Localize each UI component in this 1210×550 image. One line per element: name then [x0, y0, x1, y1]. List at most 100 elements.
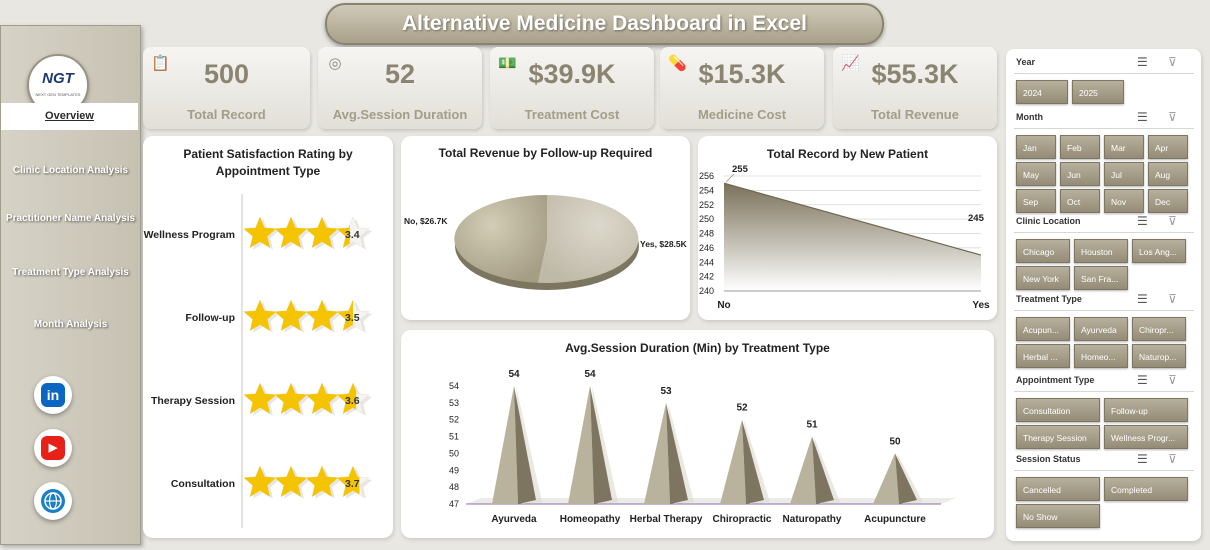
pyramid-left-face [873, 453, 899, 504]
star-filled [244, 466, 276, 497]
data-label: 54 [584, 369, 596, 380]
clear-filter-icon[interactable]: ⊽ [1168, 292, 1177, 306]
slicer-item[interactable]: Follow-up [1104, 398, 1188, 422]
y-tick-label: 53 [449, 398, 459, 408]
clear-filter-icon[interactable]: ⊽ [1168, 373, 1177, 387]
slicer-item[interactable]: San Fra... [1074, 266, 1128, 290]
linkedin-button[interactable]: in [34, 376, 72, 414]
slicer-item[interactable]: Los Ang... [1132, 239, 1186, 263]
slicer-item[interactable]: Jan [1016, 135, 1056, 159]
slicer-divider [1014, 391, 1194, 392]
x-tick-label: Herbal Therapy [630, 514, 703, 525]
y-tick-label: 246 [699, 243, 714, 253]
multi-select-icon[interactable]: ☰ [1137, 110, 1148, 124]
globe-icon [41, 489, 65, 513]
session-pyramid-chart: 47 48 49 50 51 52 53 54 54 Ayurveda 54 Homeopathy 53… [449, 369, 956, 525]
pyramid-right-face [812, 436, 834, 504]
multi-select-icon[interactable]: ☰ [1137, 452, 1148, 466]
nav-month-analysis[interactable]: Month Analysis [33, 319, 108, 330]
nav-treatment-type-analysis[interactable]: Treatment Type Analysis [12, 267, 129, 278]
pyramid-right-face [742, 419, 764, 504]
slicer-item[interactable]: Jul [1104, 162, 1144, 186]
y-tick-label: 250 [699, 214, 714, 224]
slicer-title: Year [1016, 57, 1036, 67]
slicer-item[interactable]: 2024 [1016, 80, 1068, 104]
slicer-item[interactable]: Wellness Progr... [1104, 425, 1188, 449]
slicer-item[interactable]: Jun [1060, 162, 1100, 186]
website-button[interactable] [34, 482, 72, 520]
y-tick-label: 242 [699, 272, 714, 282]
multi-select-icon[interactable]: ☰ [1137, 214, 1148, 228]
money-icon: 💵 [498, 55, 517, 72]
slicer-item[interactable]: Oct [1060, 189, 1100, 213]
multi-select-icon[interactable]: ☰ [1137, 292, 1148, 306]
y-tick-label: 48 [449, 482, 459, 492]
kpi-value: $15.3K [698, 59, 786, 89]
pyramid-left-face [790, 436, 816, 504]
nav-overview[interactable]: Overview [1, 103, 138, 130]
youtube-button[interactable]: ▶ [34, 429, 72, 467]
multi-select-icon[interactable]: ☰ [1137, 55, 1148, 69]
nav-practitioner-name-analysis[interactable]: Practitioner Name Analysis [5, 213, 136, 224]
slicer-item[interactable]: Acupun... [1016, 317, 1070, 341]
kpi-total-record: 📋 500 Total Record [143, 47, 310, 129]
x-tick-label: Ayurveda [491, 514, 537, 525]
linkedin-icon: in [41, 383, 65, 407]
category-label: Therapy Session [151, 395, 235, 407]
y-tick-label: 47 [449, 499, 459, 509]
session-chart-panel: Avg.Session Duration (Min) by Treatment … [401, 330, 994, 538]
slicer-item[interactable]: Ayurveda [1074, 317, 1128, 341]
kpi-label: Avg.Session Duration [332, 107, 468, 122]
slicer-item[interactable]: Sep [1016, 189, 1056, 213]
slicer-item[interactable]: Chiropr... [1132, 317, 1186, 341]
clear-filter-icon[interactable]: ⊽ [1168, 452, 1177, 466]
star-filled [306, 466, 338, 497]
star-filled [306, 300, 338, 331]
slicer-item[interactable]: 2025 [1072, 80, 1124, 104]
slicer-item[interactable]: Dec [1148, 189, 1188, 213]
slicer-item[interactable]: No Show [1016, 504, 1100, 528]
slicer-item[interactable]: Therapy Session [1016, 425, 1100, 449]
x-tick-label: No [717, 300, 730, 311]
slicer-divider [1014, 73, 1194, 74]
multi-select-icon[interactable]: ☰ [1137, 373, 1148, 387]
slicer-item[interactable]: Herbal ... [1016, 344, 1070, 368]
pyramid-left-face [568, 386, 594, 504]
slicer-item[interactable]: Aug [1148, 162, 1188, 186]
slicer-item[interactable]: May [1016, 162, 1056, 186]
slicer-item[interactable]: Chicago [1016, 239, 1070, 263]
slicer-item[interactable]: New York [1016, 266, 1070, 290]
pie-label-no: No, $26.7K [404, 216, 448, 226]
newpatient-area-chart: 240 242 244 246 248 250 252 254 256 255 245 No Yes [699, 164, 990, 311]
slicer-item[interactable]: Mar [1104, 135, 1144, 159]
clear-filter-icon[interactable]: ⊽ [1168, 55, 1177, 69]
slicer-title: Appointment Type [1016, 375, 1095, 385]
clear-filter-icon[interactable]: ⊽ [1168, 110, 1177, 124]
slicer-item[interactable]: Houston [1074, 239, 1128, 263]
chart-title: Total Revenue by Follow-up Required [438, 146, 653, 160]
slicer-item[interactable]: Completed [1104, 477, 1188, 501]
star-filled [306, 383, 338, 414]
slicer-item[interactable]: Naturop... [1132, 344, 1186, 368]
slicer-item[interactable]: Feb [1060, 135, 1100, 159]
clear-filter-icon[interactable]: ⊽ [1168, 214, 1177, 228]
kpi-label: Medicine Cost [697, 107, 787, 122]
data-label: 245 [968, 213, 985, 224]
pyramid-left-face [492, 386, 518, 504]
slicer-item[interactable]: Apr [1148, 135, 1188, 159]
star-filled [306, 217, 338, 248]
nav-clinic-location-analysis[interactable]: Clinic Location Analysis [12, 165, 129, 176]
slicer-item[interactable]: Homeo... [1074, 344, 1128, 368]
kpi-label: Total Revenue [871, 107, 959, 122]
slicer-item[interactable]: Cancelled [1016, 477, 1100, 501]
slicer-item[interactable]: Consultation [1016, 398, 1100, 422]
y-tick-label: 49 [449, 465, 459, 475]
followup-pie-chart: No, $26.7K Yes, $28.5K [404, 194, 688, 290]
pie-label-yes: Yes, $28.5K [640, 239, 688, 249]
data-label: 50 [889, 436, 901, 447]
slicer-item[interactable]: Nov [1104, 189, 1144, 213]
slicer-panel: Year ☰ ⊽ 2024 2025 Month ☰ ⊽ Jan Feb Mar Apr May Jun J… [1006, 49, 1201, 541]
y-tick-label: 252 [699, 200, 714, 210]
logo-text: NGT [42, 70, 74, 87]
x-tick-label: Naturopathy [783, 514, 842, 525]
